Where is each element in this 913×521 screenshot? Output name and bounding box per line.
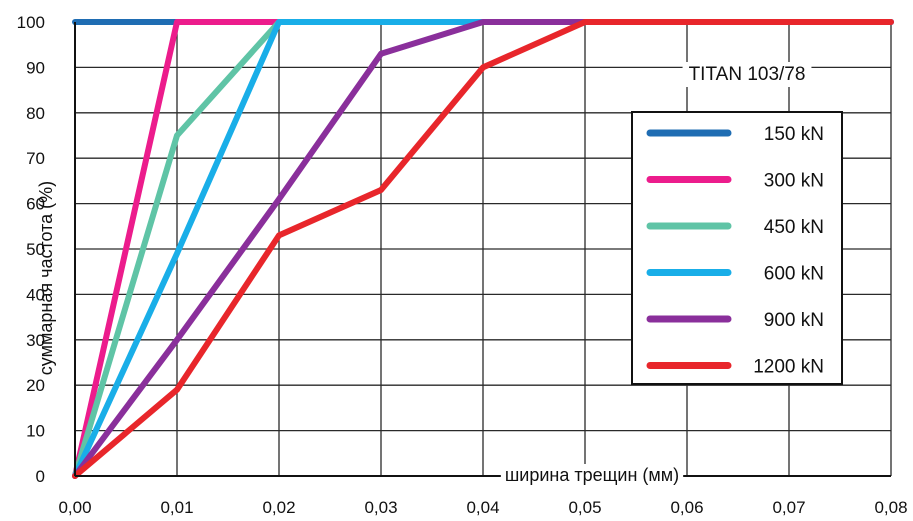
y-tick-label: 100 [17,13,45,32]
legend: 150 kN 300 kN 450 kN 600 kN 900 kN 1200 kN [631,111,843,385]
y-tick-label: 70 [26,149,45,168]
x-tick-label: 0,07 [772,498,805,517]
y-tick-label: 50 [26,240,45,259]
y-tick-label: 80 [26,104,45,123]
x-tick-label: 0,06 [670,498,703,517]
legend-label: 900 kN [764,310,824,331]
series-line-1200-kn [72,19,894,479]
x-axis-label: ширина трещин (мм) [505,465,679,485]
x-axis-label-background [500,464,684,486]
legend-label: 600 kN [764,264,824,285]
y-tick-label: 20 [26,376,45,395]
series-lines [72,19,894,479]
legend-label: 450 kN [764,217,824,238]
chart-annotation: TITAN 103/78 [689,64,806,85]
annotation-background [682,62,812,87]
x-tick-label: 0,08 [874,498,907,517]
legend-label: 300 kN [764,171,824,192]
y-tick-label: 40 [26,285,45,304]
x-tick-label: 0,03 [364,498,397,517]
axes [74,22,891,477]
x-tick-label: 0,02 [262,498,295,517]
x-tick-label: 0,05 [568,498,601,517]
series-line-900-kn [72,19,894,479]
y-tick-label: 90 [26,58,45,77]
y-tick-label: 60 [26,195,45,214]
legend-label: 150 kN [764,124,824,145]
x-tick-label: 0,01 [160,498,193,517]
legend-box [631,111,843,385]
legend-label: 1200 kN [753,357,824,378]
x-tick-label: 0,04 [466,498,499,517]
x-tick-label: 0,00 [58,498,91,517]
y-tick-label: 0 [36,467,45,486]
y-axis-label: суммарная частота (%) [36,181,56,375]
tick-labels: 0,00 0,01 0,02 0,03 0,04 0,05 0,06 0,07 0,08 0 10 2… [17,13,908,517]
y-tick-label: 10 [26,422,45,441]
y-tick-label: 30 [26,331,45,350]
